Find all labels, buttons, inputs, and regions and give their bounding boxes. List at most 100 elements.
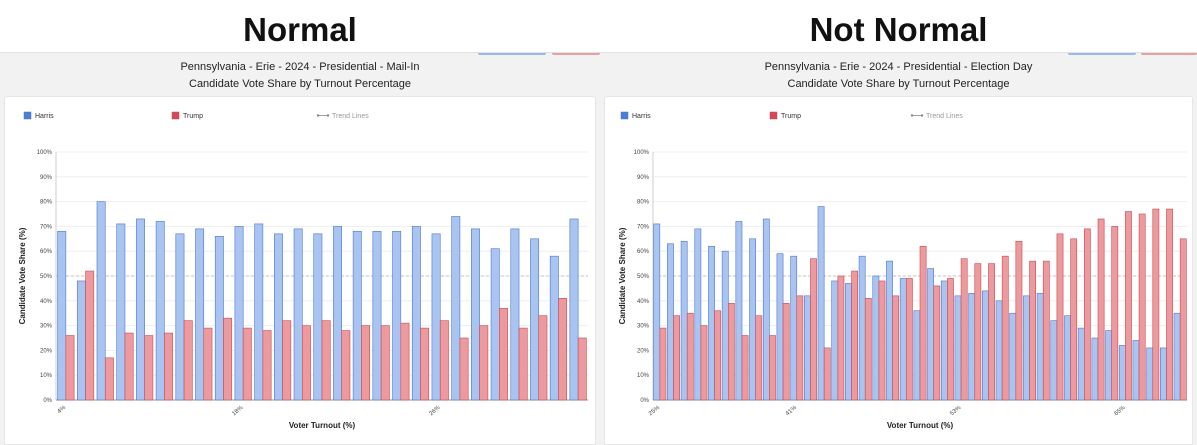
trump-bar[interactable] bbox=[400, 322, 410, 401]
harris-bar[interactable] bbox=[569, 218, 579, 401]
harris-bar[interactable] bbox=[790, 255, 798, 401]
trump-bar[interactable] bbox=[1125, 211, 1132, 401]
harris-bar[interactable] bbox=[694, 228, 702, 401]
trump-bar[interactable] bbox=[144, 335, 154, 401]
trump-bar[interactable] bbox=[1111, 226, 1119, 401]
harris-bar[interactable] bbox=[1091, 337, 1099, 401]
trump-bar[interactable] bbox=[837, 275, 845, 401]
harris-bar[interactable] bbox=[831, 280, 839, 401]
harris-bar[interactable] bbox=[886, 260, 893, 401]
harris-bar[interactable] bbox=[254, 223, 264, 401]
trump-bar[interactable] bbox=[361, 325, 370, 401]
harris-bar[interactable] bbox=[776, 253, 784, 401]
trump-bar[interactable] bbox=[459, 337, 469, 401]
harris-bar[interactable] bbox=[667, 243, 674, 401]
trump-bar[interactable] bbox=[380, 325, 390, 401]
harris-bar[interactable] bbox=[490, 248, 500, 401]
harris-bar[interactable] bbox=[872, 275, 880, 401]
trump-bar[interactable] bbox=[878, 280, 886, 401]
trump-bar[interactable] bbox=[919, 245, 927, 401]
tab-indicator-red[interactable] bbox=[552, 53, 600, 55]
trump-bar[interactable] bbox=[439, 320, 449, 401]
harris-bar[interactable] bbox=[57, 231, 67, 401]
harris-bar[interactable] bbox=[817, 206, 825, 401]
legend-trump-label[interactable]: Trump bbox=[183, 113, 203, 120]
harris-bar[interactable] bbox=[721, 250, 729, 401]
legend-trump-swatch[interactable] bbox=[769, 111, 778, 120]
trump-bar[interactable] bbox=[538, 315, 548, 401]
harris-bar[interactable] bbox=[762, 218, 770, 401]
harris-bar[interactable] bbox=[845, 283, 852, 401]
trump-bar[interactable] bbox=[1152, 208, 1160, 401]
trump-bar[interactable] bbox=[223, 317, 233, 401]
trump-bar[interactable] bbox=[1015, 240, 1023, 401]
trump-bar[interactable] bbox=[420, 327, 430, 401]
legend-harris-swatch[interactable] bbox=[23, 111, 32, 120]
harris-bar[interactable] bbox=[510, 228, 520, 401]
harris-bar[interactable] bbox=[411, 226, 421, 401]
harris-bar[interactable] bbox=[1173, 312, 1181, 401]
harris-bar[interactable] bbox=[1023, 295, 1030, 401]
harris-bar[interactable] bbox=[913, 310, 921, 401]
trump-bar[interactable] bbox=[810, 258, 817, 401]
trump-bar[interactable] bbox=[1042, 260, 1050, 401]
harris-bar[interactable] bbox=[96, 201, 106, 401]
trump-bar[interactable] bbox=[479, 325, 489, 401]
harris-bar[interactable] bbox=[333, 226, 343, 401]
harris-bar[interactable] bbox=[451, 216, 461, 401]
harris-bar[interactable] bbox=[968, 293, 976, 401]
harris-bar[interactable] bbox=[1159, 347, 1167, 401]
trump-bar[interactable] bbox=[518, 327, 528, 401]
trump-bar[interactable] bbox=[755, 315, 763, 401]
trump-bar[interactable] bbox=[124, 332, 134, 401]
harris-bar[interactable] bbox=[1105, 330, 1112, 401]
trump-bar[interactable] bbox=[673, 315, 680, 401]
harris-bar[interactable] bbox=[1036, 293, 1044, 401]
harris-bar[interactable] bbox=[1118, 345, 1126, 401]
trump-bar[interactable] bbox=[1166, 208, 1173, 401]
harris-bar[interactable] bbox=[471, 228, 480, 401]
tab-indicator-red[interactable] bbox=[1141, 53, 1197, 55]
harris-bar[interactable] bbox=[680, 240, 688, 401]
harris-bar[interactable] bbox=[708, 245, 715, 401]
trump-bar[interactable] bbox=[823, 347, 831, 401]
trump-bar[interactable] bbox=[1084, 228, 1091, 401]
tab-indicator-blue[interactable] bbox=[478, 53, 546, 55]
trump-bar[interactable] bbox=[974, 263, 982, 401]
legend-trend-label[interactable]: Trend Lines bbox=[332, 113, 369, 120]
harris-bar[interactable] bbox=[175, 233, 185, 401]
trump-bar[interactable] bbox=[960, 258, 968, 401]
harris-bar[interactable] bbox=[735, 221, 743, 401]
trump-bar[interactable] bbox=[988, 263, 995, 401]
harris-bar[interactable] bbox=[234, 226, 244, 401]
trump-bar[interactable] bbox=[164, 332, 173, 401]
trump-bar[interactable] bbox=[499, 307, 508, 401]
trump-bar[interactable] bbox=[282, 320, 292, 401]
legend-harris-label[interactable]: Harris bbox=[632, 113, 651, 120]
harris-bar[interactable] bbox=[155, 221, 165, 401]
trump-bar[interactable] bbox=[906, 278, 913, 401]
trump-bar[interactable] bbox=[728, 302, 735, 401]
harris-bar[interactable] bbox=[431, 233, 441, 401]
harris-bar[interactable] bbox=[313, 233, 323, 401]
trump-bar[interactable] bbox=[933, 285, 941, 401]
trump-bar[interactable] bbox=[714, 310, 722, 401]
harris-bar[interactable] bbox=[136, 218, 145, 401]
harris-bar[interactable] bbox=[995, 300, 1003, 401]
harris-bar[interactable] bbox=[653, 223, 661, 401]
trump-bar[interactable] bbox=[85, 270, 95, 401]
trump-bar[interactable] bbox=[183, 320, 193, 401]
trump-bar[interactable] bbox=[851, 270, 859, 401]
harris-bar[interactable] bbox=[1132, 340, 1140, 401]
legend-trend-label[interactable]: Trend Lines bbox=[926, 113, 963, 120]
trump-bar[interactable] bbox=[864, 298, 872, 401]
harris-bar[interactable] bbox=[274, 233, 283, 401]
legend-harris-swatch[interactable] bbox=[620, 111, 629, 120]
harris-bar[interactable] bbox=[858, 255, 866, 401]
trump-bar[interactable] bbox=[1001, 255, 1009, 401]
legend-harris-label[interactable]: Harris bbox=[35, 113, 54, 120]
trump-bar[interactable] bbox=[203, 327, 213, 401]
trump-bar[interactable] bbox=[892, 295, 900, 401]
trump-bar[interactable] bbox=[341, 330, 351, 401]
harris-bar[interactable] bbox=[981, 290, 989, 401]
